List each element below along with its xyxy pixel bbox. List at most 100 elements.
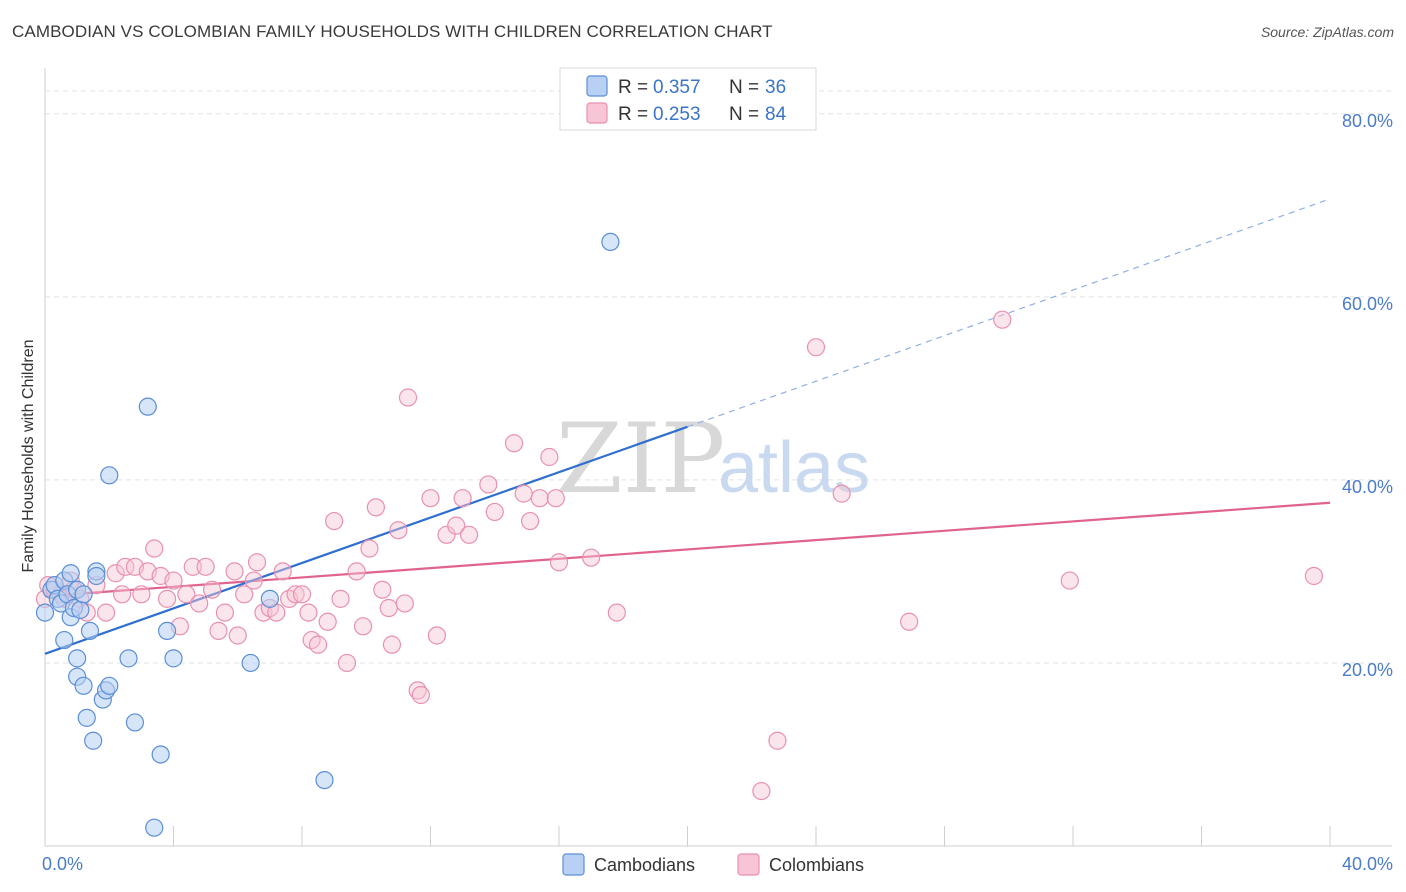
colombian-point-37 — [273, 562, 292, 581]
colombian-point-72 — [540, 447, 559, 467]
colombian-point-68 — [504, 434, 524, 453]
cambodian-point-29 — [145, 818, 164, 837]
colombian-point-32 — [244, 571, 263, 590]
colombian-point-12 — [112, 585, 132, 604]
watermark-atlas: atlas — [718, 428, 870, 508]
colombian-point-83 — [1060, 571, 1079, 590]
cambodian-point-35 — [315, 770, 334, 790]
colombian-point-31 — [235, 585, 254, 604]
colombian-point-59 — [411, 685, 430, 705]
colombian-point-78 — [752, 781, 771, 801]
colombian-point-22 — [177, 585, 196, 604]
cambodian-point-19 — [84, 731, 103, 750]
legend-r-label-cambodian: R = — [618, 77, 648, 98]
colombian-point-15 — [132, 585, 151, 604]
x-tick-label-min: 0.0% — [42, 854, 83, 874]
colombian-point-26 — [202, 580, 222, 599]
x-tick-label-max: 40.0% — [1342, 854, 1393, 874]
watermark: ZIP atlas — [556, 403, 870, 515]
colombian-point-54 — [382, 635, 402, 654]
colombian-point-62 — [437, 525, 456, 544]
colombian-point-20 — [164, 571, 183, 590]
cambodian-point-32 — [164, 649, 183, 668]
colombian-point-82 — [993, 310, 1012, 329]
colombian-point-10 — [96, 603, 116, 622]
colombian-point-64 — [453, 489, 472, 508]
colombian-point-47 — [337, 653, 357, 673]
cambodian-point-34 — [260, 589, 279, 608]
colombian-point-25 — [196, 557, 215, 576]
cambodian-point-27 — [125, 713, 145, 732]
cambodian-point-12 — [68, 649, 87, 668]
bottom-legend-label-cambodian: Cambodians — [594, 855, 695, 875]
colombian-point-65 — [459, 525, 479, 544]
legend-n-label-colombian: N = — [729, 104, 759, 125]
y-tick-label-40: 40.0% — [1342, 477, 1393, 497]
colombian-point-29 — [225, 562, 244, 581]
bottom-legend-label-colombian: Colombians — [769, 855, 864, 875]
trendline-cambodian-extension — [687, 198, 1331, 428]
cambodian-point-30 — [151, 745, 170, 764]
bottom-legend: Cambodians Colombians — [562, 853, 864, 876]
y-tick-label-20: 20.0% — [1342, 660, 1393, 680]
bottom-legend-swatch-colombian — [737, 853, 760, 876]
legend-r-value-cambodian: 0.357 — [653, 77, 701, 98]
colombian-point-24 — [190, 594, 209, 613]
colombian-point-19 — [157, 589, 177, 608]
axis-layer — [44, 68, 1392, 847]
colombian-point-30 — [228, 626, 247, 645]
cambodian-point-14 — [71, 600, 90, 619]
cambodian-point-18 — [80, 621, 100, 641]
colombian-point-56 — [395, 594, 414, 613]
colombian-point-49 — [353, 617, 373, 636]
trend-layer — [44, 198, 1331, 655]
colombian-point-77 — [768, 731, 787, 750]
colombian-point-40 — [292, 585, 312, 604]
colombian-point-60 — [421, 489, 440, 508]
colombian-point-51 — [366, 498, 385, 517]
y-tick-label-80: 80.0% — [1342, 111, 1393, 131]
colombian-point-39 — [286, 585, 305, 604]
legend-n-label-cambodian: N = — [729, 77, 759, 98]
colombian-point-13 — [116, 557, 135, 576]
cambodian-point-15 — [74, 585, 93, 604]
grid-layer — [44, 90, 1392, 846]
colombian-point-11 — [106, 564, 125, 583]
cambodian-point-0 — [35, 603, 55, 622]
colombian-point-46 — [331, 589, 350, 608]
colombian-point-80 — [832, 484, 851, 503]
chart-source: Source: ZipAtlas.com — [1260, 24, 1394, 40]
colombian-point-55 — [389, 521, 408, 540]
colombian-point-66 — [479, 475, 498, 494]
cambodian-point-21 — [87, 566, 106, 586]
watermark-zip: ZIP — [556, 403, 725, 515]
cambodian-point-8 — [61, 564, 80, 583]
colombian-points — [35, 310, 1324, 801]
legend-n-value-cambodian: 36 — [765, 77, 786, 98]
colombian-point-41 — [299, 603, 318, 622]
colombian-point-33 — [247, 553, 267, 572]
legend-n-value-colombian: 84 — [765, 104, 787, 125]
cambodian-point-26 — [119, 649, 138, 668]
colombian-point-45 — [325, 511, 344, 531]
colombian-point-23 — [183, 557, 202, 576]
colombian-point-53 — [379, 598, 398, 618]
colombian-point-17 — [145, 539, 164, 558]
colombian-point-44 — [318, 612, 337, 631]
colombian-point-84 — [1304, 566, 1324, 586]
cambodian-point-31 — [157, 621, 177, 641]
cambodian-point-25 — [100, 466, 119, 485]
cambodian-point-17 — [77, 708, 96, 727]
chart-title: CAMBODIAN VS COLOMBIAN FAMILY HOUSEHOLDS… — [12, 22, 773, 41]
colombian-point-67 — [485, 502, 504, 522]
legend-r-value-colombian: 0.253 — [653, 104, 701, 125]
colombian-point-79 — [806, 338, 826, 357]
colombian-point-52 — [373, 580, 392, 599]
colombian-point-57 — [398, 388, 418, 407]
colombian-point-71 — [530, 489, 549, 508]
trendline-colombian — [44, 501, 1331, 598]
colombian-point-76 — [607, 603, 626, 622]
colombian-point-73 — [546, 489, 565, 508]
colombian-point-70 — [520, 511, 540, 531]
